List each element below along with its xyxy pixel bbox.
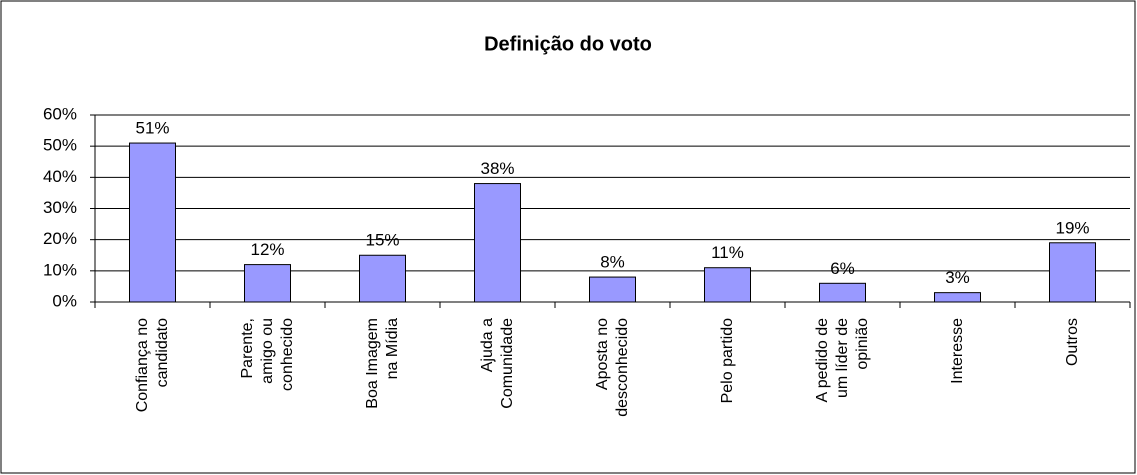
y-tick-label: 30% <box>43 198 77 217</box>
bar <box>244 264 291 303</box>
y-tick-label: 60% <box>43 104 77 123</box>
value-label: 12% <box>250 240 284 259</box>
value-label: 3% <box>945 268 970 287</box>
value-label: 8% <box>600 253 625 272</box>
x-tick-label: Pelo partido <box>718 318 736 404</box>
y-tick-label: 0% <box>52 291 77 310</box>
x-tick-label: Boa Imagem na Mídia <box>363 318 401 409</box>
y-tick-label: 40% <box>43 167 77 186</box>
value-label: 15% <box>365 231 399 250</box>
value-label: 11% <box>711 243 744 262</box>
bar <box>129 142 176 303</box>
x-tick-label: Aposta no desconhecido <box>593 318 631 417</box>
bar <box>934 292 981 303</box>
value-label: 51% <box>135 119 169 138</box>
chart-title: Definição do voto <box>484 33 652 55</box>
bar <box>359 254 406 303</box>
bar <box>474 183 521 303</box>
bar <box>589 276 636 303</box>
x-tick-label: A pedido de um líder de opinião <box>813 318 871 403</box>
value-label: 19% <box>1055 218 1089 237</box>
x-tick-label: Ajuda a Comunidade <box>478 318 516 409</box>
y-tick-label: 20% <box>43 229 77 248</box>
bar <box>704 267 751 303</box>
bar <box>1049 242 1096 303</box>
value-label: 38% <box>480 159 514 178</box>
value-label: 6% <box>830 259 855 278</box>
bar <box>819 282 866 303</box>
y-tick-label: 50% <box>43 136 77 155</box>
x-tick-label: Confiança no candidato <box>133 318 171 413</box>
x-tick-label: Outros <box>1063 318 1081 367</box>
x-tick-label: Parente, amigo ou conhecido <box>238 318 296 391</box>
y-tick-label: 10% <box>43 260 77 279</box>
x-tick-label: Interesse <box>948 318 966 384</box>
